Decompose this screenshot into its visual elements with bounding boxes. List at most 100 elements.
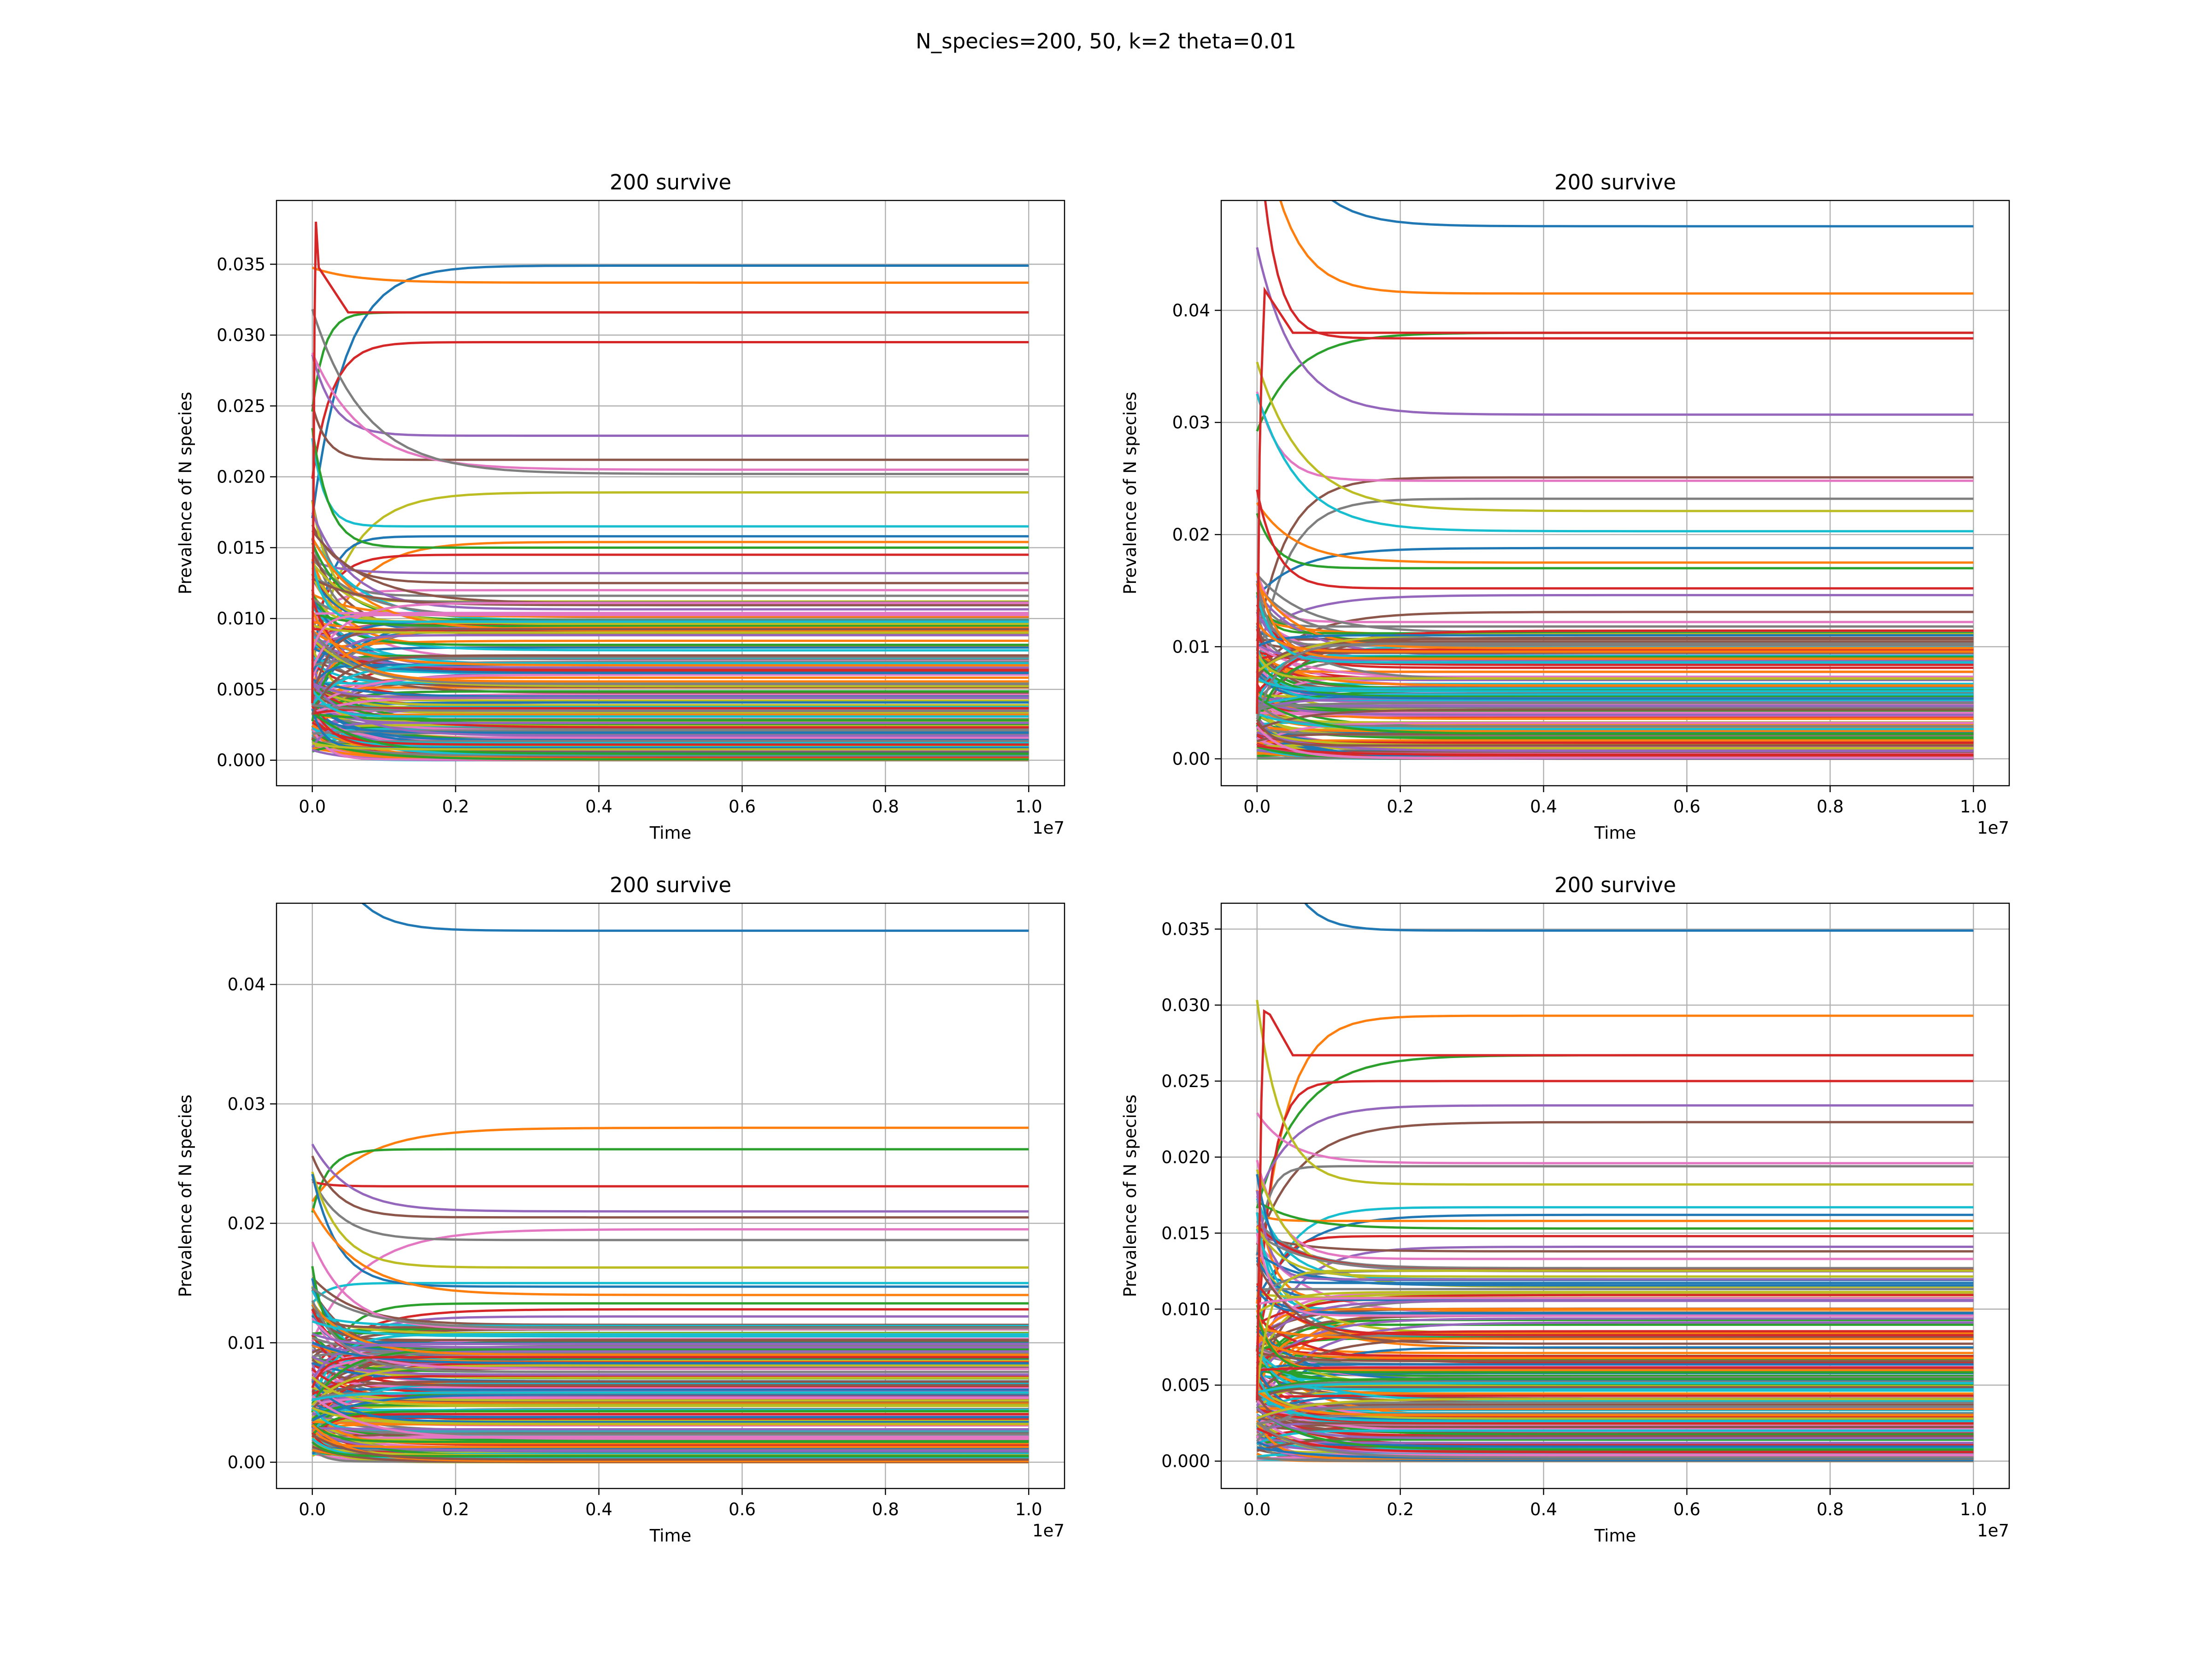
x-tick-label: 0.6 [729, 1500, 756, 1519]
series-line [312, 1359, 1029, 1379]
series-line [1256, 1200, 1974, 1230]
x-tick-label: 0.2 [1387, 797, 1414, 817]
series-line [1256, 1390, 1974, 1423]
series-line [1256, 1252, 1974, 1287]
series-line [311, 352, 1029, 471]
series-line [311, 500, 1029, 597]
x-offset-label: 1e7 [1032, 1521, 1065, 1541]
series-line [1256, 1405, 1974, 1442]
x-tick-label: 0.4 [1530, 797, 1557, 817]
x-tick-label: 0.8 [872, 797, 899, 817]
x-offset-label: 1e7 [1977, 818, 2009, 838]
x-axis-label: Time [1594, 823, 1636, 843]
series-line [1256, 1000, 1974, 1186]
series-line [1257, 1398, 1974, 1419]
series-line [312, 713, 1029, 722]
series-line [312, 1287, 1029, 1330]
series-line [311, 567, 1029, 624]
series-line [312, 1391, 1029, 1401]
y-tick-label: 0.01 [228, 1333, 265, 1353]
y-tick-label: 0.005 [217, 680, 265, 700]
subplot-2: 0.0 0.2 0.4 0.6 0.8 1.0 0.00 0.01 0.02 0.03 0.04 1e… [1120, 170, 2010, 843]
series-line [1256, 725, 1974, 759]
series-line [312, 560, 1029, 575]
series-line [311, 1155, 1029, 1219]
x-tick-label: 0.8 [1817, 797, 1844, 817]
series-line [311, 1342, 1029, 1382]
series-line [312, 266, 1029, 284]
series-line [311, 1413, 1029, 1438]
series-line [311, 1207, 1029, 1296]
series-line [311, 682, 1029, 737]
series-peak-line [1256, 1009, 1974, 1400]
axes-frame [276, 902, 1065, 1489]
series-line [312, 647, 1029, 674]
x-tick-label: 1.0 [1960, 797, 1987, 817]
series-line [1256, 1121, 1974, 1245]
series-line [312, 685, 1029, 729]
series-line [311, 630, 1029, 685]
series-line [311, 1148, 1029, 1213]
series-line [311, 265, 1029, 518]
series-line [1256, 1351, 1974, 1363]
series-line [1256, 1315, 1974, 1374]
series-line [311, 1171, 1029, 1269]
series-line [311, 621, 1029, 660]
y-tick-label: 0.015 [1161, 1224, 1210, 1243]
series-group [1256, 200, 1974, 760]
series-line [311, 614, 1029, 651]
y-tick-label: 0.035 [1161, 919, 1210, 939]
x-tick-label: 0.2 [1387, 1500, 1414, 1519]
series-line [311, 637, 1029, 688]
series-line [1256, 1427, 1974, 1453]
series-line [1256, 708, 1974, 731]
series-line [312, 729, 1029, 735]
series-line [311, 341, 1029, 479]
y-tick-label: 0.005 [1161, 1376, 1210, 1395]
series-line [312, 1424, 1029, 1462]
series-line [312, 1434, 1029, 1461]
series-group [1256, 903, 1974, 1463]
series-line [312, 629, 1029, 667]
series-line [1256, 497, 1974, 673]
y-tick-label: 0.00 [228, 1453, 265, 1472]
y-tick-label: 0.020 [217, 467, 265, 487]
subplot-title: 200 survive [610, 170, 731, 194]
series-group [311, 221, 1029, 762]
subplot-1: 0.0 0.2 0.4 0.6 0.8 1.0 0.000 0.005 0.010 0.015 0.… [176, 170, 1065, 843]
series-line [311, 1174, 1029, 1288]
x-axis-label: Time [1594, 1526, 1636, 1546]
series-line [1256, 695, 1974, 735]
series-line [311, 602, 1029, 669]
series-line [1257, 744, 1974, 756]
series-line [311, 1410, 1029, 1436]
series-line [312, 704, 1029, 712]
x-tick-label: 0.8 [872, 1500, 899, 1519]
series-line [1256, 1233, 1974, 1317]
series-line [1256, 1351, 1974, 1402]
series-line [1256, 1386, 1974, 1400]
x-tick-label: 0.0 [299, 797, 326, 817]
y-axis-label: Prevalence of N species [176, 392, 195, 594]
series-line [1256, 1335, 1974, 1359]
series-line [312, 1386, 1029, 1402]
series-line [1279, 200, 1974, 295]
series-peak-line [1256, 286, 1974, 714]
series-line [1256, 621, 1974, 653]
series-line [311, 1356, 1029, 1388]
series-line [1256, 1190, 1974, 1281]
series-line [1256, 648, 1974, 661]
series-line [311, 354, 1029, 437]
series-line [1256, 1346, 1974, 1391]
y-tick-label: 0.030 [217, 325, 265, 345]
series-line [312, 1396, 1029, 1407]
series-line [312, 707, 1029, 715]
y-tick-label: 0.04 [228, 975, 265, 994]
x-offset-label: 1e7 [1977, 1521, 2009, 1541]
series-line [312, 740, 1029, 745]
y-tick-label: 0.00 [1172, 749, 1210, 769]
series-line [1256, 1336, 1974, 1395]
series-line [1257, 1297, 1974, 1306]
series-line [311, 1304, 1029, 1356]
subplot-title: 200 survive [610, 873, 731, 897]
